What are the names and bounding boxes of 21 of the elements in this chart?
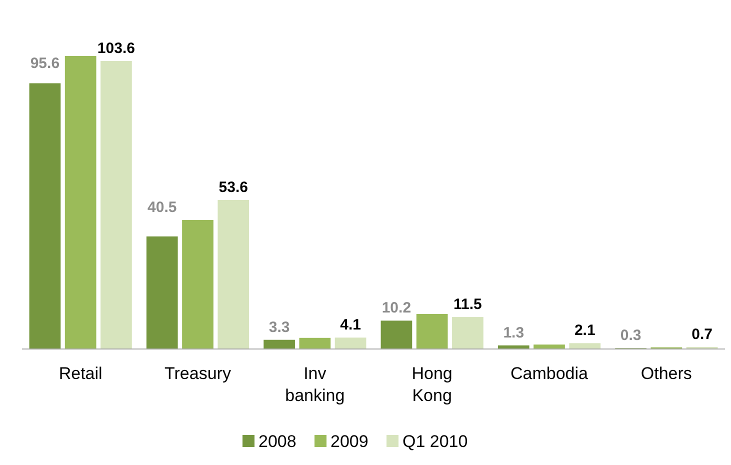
data-label: 95.6 <box>30 55 60 72</box>
legend-label: 2008 <box>258 432 296 451</box>
legend-label: Q1 2010 <box>402 432 468 451</box>
data-label: 2.1 <box>574 322 596 340</box>
data-label: 10.2 <box>382 300 412 317</box>
data-label: 1.3 <box>503 324 524 342</box>
legend-label: 2009 <box>330 432 368 451</box>
data-label: 40.5 <box>148 199 177 216</box>
data-label: 4.1 <box>340 316 361 334</box>
x-tick-label: Others <box>640 364 692 383</box>
x-tick-label: Cambodia <box>510 364 589 383</box>
x-tick-label: Inv banking <box>285 364 345 405</box>
data-label: 103.6 <box>97 40 135 58</box>
data-label: 3.3 <box>268 318 290 336</box>
data-label: 0.3 <box>620 327 642 344</box>
x-tick-label: Treasury <box>164 364 232 383</box>
x-tick-label: Hong Kong <box>412 364 452 405</box>
data-label: 53.6 <box>218 179 248 196</box>
x-tick-label: Retail <box>58 364 102 383</box>
data-label: 0.7 <box>692 326 712 344</box>
data-label: 11.5 <box>454 296 482 314</box>
